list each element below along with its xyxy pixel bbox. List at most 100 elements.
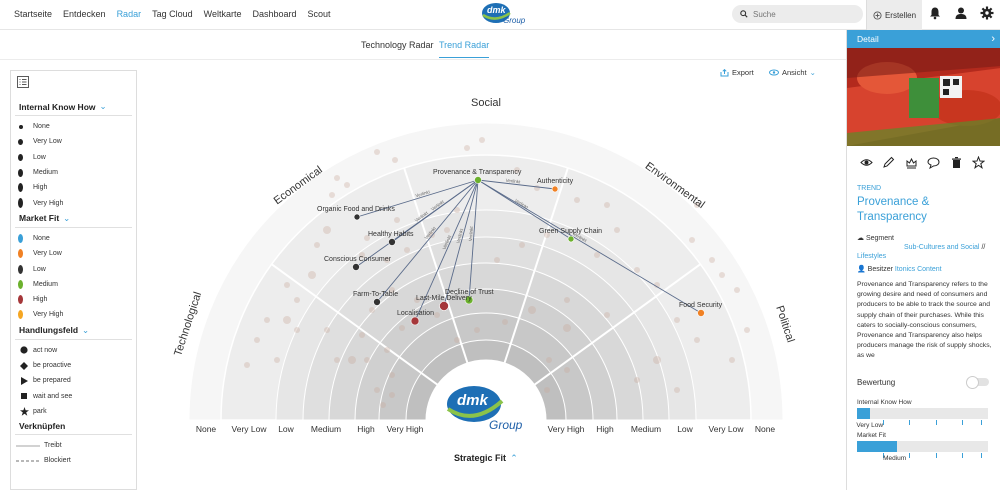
tab-technology-radar[interactable]: Technology Radar (361, 40, 434, 50)
background-trend-dot[interactable] (254, 337, 260, 343)
trend-link-line[interactable] (376, 179, 479, 303)
background-trend-dot[interactable] (454, 207, 460, 213)
chevron-right-icon[interactable]: › (991, 33, 995, 45)
background-trend-dot[interactable] (729, 357, 735, 363)
view-dropdown[interactable]: Ansicht ⌄ (769, 68, 816, 77)
legend-item-low[interactable]: Low (11, 150, 136, 165)
background-trend-dot[interactable] (654, 282, 660, 288)
legend-item-blockiert[interactable]: Blockiert (11, 453, 136, 468)
trend-label[interactable]: Provenance & Transparency (433, 169, 522, 176)
search-input[interactable] (753, 9, 853, 19)
background-trend-dot[interactable] (694, 337, 700, 343)
dmk-logo[interactable]: dmk Group (480, 1, 530, 27)
trend-link-line[interactable] (468, 179, 479, 301)
background-trend-dot[interactable] (744, 327, 750, 333)
trend-link-line[interactable] (356, 179, 479, 218)
background-trend-dot[interactable] (604, 202, 610, 208)
background-trend-dot[interactable] (389, 372, 395, 378)
crown-icon[interactable] (905, 156, 918, 169)
trend-dot[interactable] (464, 295, 474, 305)
background-trend-dot[interactable] (519, 242, 525, 248)
background-trend-dot[interactable] (399, 325, 405, 331)
star-icon[interactable] (972, 156, 986, 169)
background-trend-dot[interactable] (374, 387, 380, 393)
trend-label[interactable]: Farm-To-Table (353, 291, 398, 298)
background-trend-dot[interactable] (653, 356, 661, 364)
background-trend-dot[interactable] (283, 316, 291, 324)
background-trend-dot[interactable] (344, 182, 350, 188)
search-box[interactable] (732, 5, 863, 23)
background-trend-dot[interactable] (534, 185, 540, 191)
background-trend-dot[interactable] (374, 149, 380, 155)
background-trend-dot[interactable] (244, 362, 250, 368)
trash-icon[interactable] (950, 156, 963, 169)
legend-section-market-fit[interactable]: Market Fit ⌄ (11, 213, 136, 224)
chevron-down-icon[interactable]: ⌄ (99, 101, 107, 111)
background-trend-dot[interactable] (324, 327, 330, 333)
legend-item-be-prepared[interactable]: be prepared (11, 373, 136, 388)
trend-food-security[interactable]: Food Security (679, 302, 723, 317)
trend-label[interactable]: Authenticity (537, 178, 574, 185)
trend-dot[interactable] (352, 263, 360, 271)
legend-item-very-high[interactable]: Very High (11, 195, 136, 210)
trend-link-line[interactable] (414, 179, 479, 322)
trend-conscious-consumer[interactable]: Conscious Consumer (324, 256, 392, 271)
trend-dot[interactable] (439, 301, 449, 311)
nav-weltkarte[interactable]: Weltkarte (203, 9, 242, 19)
chevron-up-icon[interactable]: ⌃ (510, 454, 518, 464)
trend-label[interactable]: Healthy Habits (368, 231, 414, 238)
sector-label-political[interactable]: Political (773, 304, 796, 344)
background-trend-dot[interactable] (294, 327, 300, 333)
strategic-fit-axis-label[interactable]: Strategic Fit (454, 453, 506, 463)
nav-radar[interactable]: Radar (116, 9, 142, 19)
background-trend-dot[interactable] (369, 307, 375, 313)
background-trend-dot[interactable] (329, 192, 335, 198)
background-trend-dot[interactable] (719, 272, 725, 278)
trend-dot[interactable] (567, 235, 575, 243)
legend-section-verkn-pfen[interactable]: Verknüpfen (11, 421, 136, 431)
background-trend-dot[interactable] (444, 227, 450, 233)
legend-item-treibt[interactable]: Treibt (11, 438, 136, 453)
trend-label[interactable]: Green Supply Chain (539, 228, 602, 235)
rating-toggle[interactable] (966, 376, 989, 390)
trend-link-line[interactable] (477, 179, 556, 190)
background-trend-dot[interactable] (544, 387, 550, 393)
background-trend-dot[interactable] (264, 317, 270, 323)
trend-link-line[interactable] (477, 179, 702, 314)
trend-dot[interactable] (551, 185, 559, 193)
trend-label[interactable]: Conscious Consumer (324, 256, 392, 263)
background-trend-dot[interactable] (574, 197, 580, 203)
trend-dot[interactable] (697, 309, 705, 317)
legend-item-be-proactive[interactable]: be proactive (11, 358, 136, 373)
background-trend-dot[interactable] (348, 356, 356, 364)
trend-dot[interactable] (388, 238, 396, 246)
trend-last-mile-delivery[interactable]: Last-Mile Delivery (416, 295, 472, 311)
pencil-icon[interactable] (882, 156, 895, 169)
trend-organic-food-and-drinks[interactable]: Organic Food and Drinks (317, 206, 395, 221)
chevron-down-icon[interactable]: ⌄ (82, 324, 90, 335)
legend-item-very-low[interactable]: Very Low (11, 246, 136, 261)
background-trend-dot[interactable] (634, 267, 640, 273)
trend-decline-of-trust[interactable]: Decline of Trust (445, 289, 494, 305)
background-trend-dot[interactable] (392, 157, 398, 163)
background-trend-dot[interactable] (604, 312, 610, 318)
background-trend-dot[interactable] (464, 145, 470, 151)
background-trend-dot[interactable] (384, 347, 390, 353)
export-button[interactable]: Export (720, 68, 754, 77)
segment-link[interactable]: Sub-Cultures and Social (904, 244, 980, 251)
background-trend-dot[interactable] (614, 227, 620, 233)
legend-item-very-high[interactable]: Very High (11, 307, 136, 322)
background-trend-dot[interactable] (694, 202, 700, 208)
trend-healthy-habits[interactable]: Healthy Habits (368, 231, 414, 246)
trend-localisation[interactable]: Localisation (397, 310, 434, 326)
legend-item-none[interactable]: None (11, 231, 136, 246)
background-trend-dot[interactable] (394, 217, 400, 223)
trend-authenticity[interactable]: Authenticity (537, 178, 574, 193)
legend-item-park[interactable]: park (11, 404, 136, 419)
background-trend-dot[interactable] (284, 282, 290, 288)
background-trend-dot[interactable] (454, 337, 460, 343)
background-trend-dot[interactable] (674, 317, 680, 323)
background-trend-dot[interactable] (544, 232, 550, 238)
trend-label[interactable]: Localisation (397, 310, 434, 317)
